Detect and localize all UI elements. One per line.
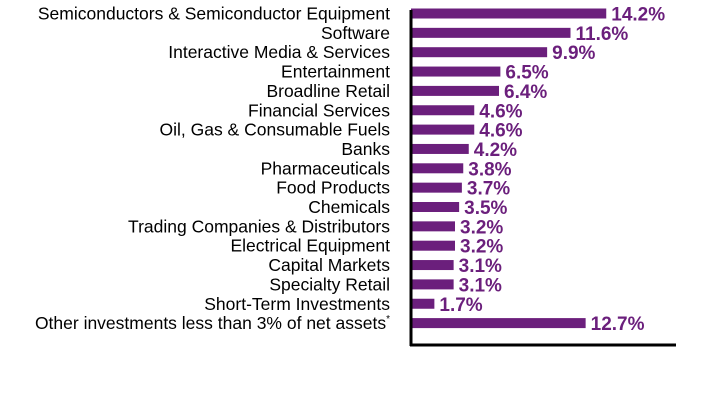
bar-chemicals: [411, 202, 460, 212]
bar-oil-gas-consumable-fuels: [411, 124, 475, 135]
value-label-banks: 4.2%: [474, 140, 517, 161]
category-label-chemicals: Chemicals: [308, 197, 390, 217]
category-label-banks: Banks: [341, 139, 390, 159]
category-label-pharmaceuticals: Pharmaceuticals: [261, 158, 391, 178]
value-labels: 14.2%11.6%9.9%6.5%6.4%4.6%4.6%4.2%3.8%3.…: [439, 5, 665, 336]
bar-pharmaceuticals: [411, 163, 464, 174]
bar-short-term-investments: [411, 298, 435, 309]
value-label-trading-companies-distributors: 3.2%: [460, 217, 503, 238]
value-label-chemicals: 3.5%: [464, 198, 507, 219]
value-label-broadline-retail: 6.4%: [504, 82, 547, 103]
value-label-capital-markets: 3.1%: [459, 256, 502, 277]
value-label-oil-gas-consumable-fuels: 4.6%: [479, 121, 522, 142]
value-label-food-products: 3.7%: [467, 179, 510, 200]
value-label-financial-services: 4.6%: [479, 101, 522, 122]
bar-capital-markets: [411, 260, 454, 271]
category-label-oil-gas-consumable-fuels: Oil, Gas & Consumable Fuels: [159, 120, 390, 140]
category-label-semiconductors-semiconductor-equipment: Semiconductors & Semiconductor Equipment: [38, 4, 390, 24]
bar-banks: [411, 143, 469, 154]
value-label-electrical-equipment: 3.2%: [460, 237, 503, 258]
value-label-other-investments-less-than-3-of-net-assets: 12.7%: [591, 314, 645, 335]
category-label-short-term-investments: Short-Term Investments: [204, 294, 390, 314]
value-label-interactive-media-services: 9.9%: [552, 43, 595, 64]
category-labels: Semiconductors & Semiconductor Equipment…: [35, 4, 390, 334]
footnote-mark: *: [386, 314, 390, 325]
value-label-pharmaceuticals: 3.8%: [468, 159, 511, 180]
bar-entertainment: [411, 66, 501, 77]
category-label-electrical-equipment: Electrical Equipment: [230, 236, 390, 256]
category-label-food-products: Food Products: [276, 178, 390, 198]
category-label-capital-markets: Capital Markets: [268, 255, 390, 275]
bar-interactive-media-services: [411, 47, 548, 58]
category-label-other-investments-less-than-3-of-net-assets: Other investments less than 3% of net as…: [35, 313, 390, 333]
category-label-interactive-media-services: Interactive Media & Services: [168, 42, 390, 62]
category-label-specialty-retail: Specialty Retail: [269, 274, 390, 294]
value-label-specialty-retail: 3.1%: [459, 275, 502, 296]
bar-food-products: [411, 182, 462, 193]
value-label-entertainment: 6.5%: [505, 63, 548, 84]
bar-semiconductors-semiconductor-equipment: [411, 8, 607, 19]
value-label-software: 11.6%: [576, 24, 629, 45]
bar-electrical-equipment: [411, 240, 455, 251]
bar-other-investments-less-than-3-of-net-assets: [411, 318, 586, 329]
category-label-broadline-retail: Broadline Retail: [266, 81, 390, 101]
value-label-short-term-investments: 1.7%: [439, 295, 482, 316]
category-label-trading-companies-distributors: Trading Companies & Distributors: [128, 216, 390, 236]
bar-software: [411, 27, 571, 38]
bars-layer: [411, 8, 607, 329]
bar-broadline-retail: [411, 85, 499, 96]
category-label-entertainment: Entertainment: [281, 62, 390, 82]
category-label-financial-services: Financial Services: [248, 100, 390, 120]
bar-specialty-retail: [411, 279, 454, 290]
bar-trading-companies-distributors: [411, 221, 455, 232]
value-label-semiconductors-semiconductor-equipment: 14.2%: [611, 5, 665, 26]
bar-financial-services: [411, 105, 475, 116]
category-label-software: Software: [321, 23, 390, 43]
